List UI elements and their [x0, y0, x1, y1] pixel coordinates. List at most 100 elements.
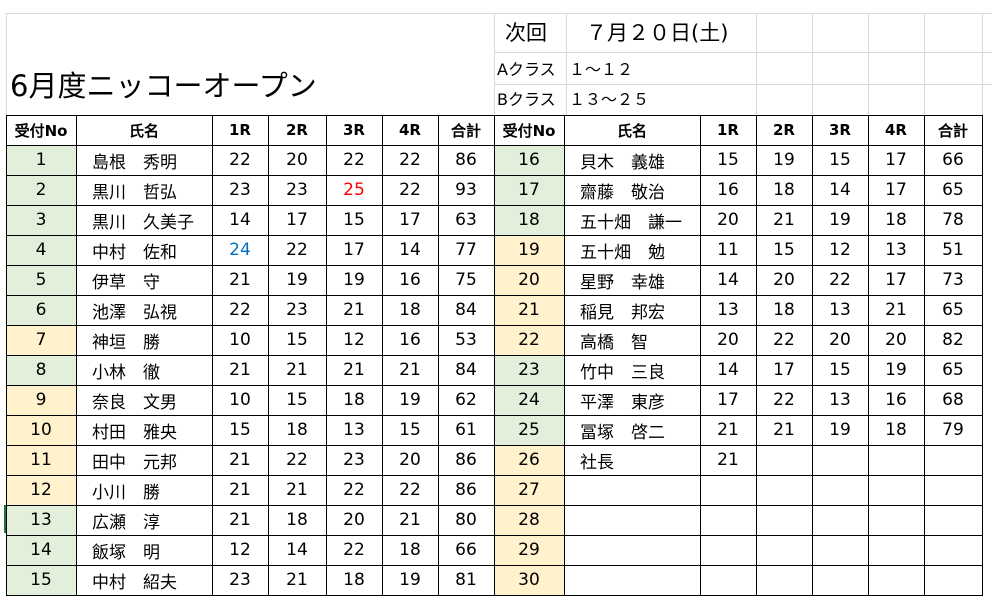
left-row-1-name[interactable]: 島根 秀明: [92, 152, 177, 173]
right-row-15-round2[interactable]: [756, 565, 812, 595]
left-row-3-round4[interactable]: 17: [399, 210, 421, 230]
left-row-9-round3[interactable]: 18: [343, 390, 365, 410]
header-receipt-no-left[interactable]: 受付No: [14, 121, 68, 140]
right-row-2-name[interactable]: 齋藤 敬治: [580, 182, 665, 203]
right-row-2-round3[interactable]: 14: [829, 180, 851, 200]
right-row-8-round1[interactable]: 14: [717, 360, 739, 380]
right-row-10-round3[interactable]: 19: [829, 420, 851, 440]
next-label[interactable]: 次回: [505, 21, 547, 45]
right-row-4-round2[interactable]: 15: [773, 240, 795, 260]
left-row-8-round2[interactable]: 21: [286, 360, 308, 380]
left-row-2-receipt-no[interactable]: 2: [6, 175, 76, 205]
left-row-13-name[interactable]: 広瀬 淳: [92, 512, 160, 533]
right-row-5-name[interactable]: 星野 幸雄: [580, 272, 665, 293]
right-row-11-total[interactable]: [924, 445, 982, 475]
left-row-15-round2[interactable]: 21: [286, 570, 308, 590]
right-row-13-round3[interactable]: [812, 505, 868, 535]
left-row-9-name[interactable]: 奈良 文男: [92, 392, 177, 413]
left-row-11-receipt-no[interactable]: 11: [6, 445, 76, 475]
right-row-12-round2[interactable]: [756, 475, 812, 505]
right-row-15-name[interactable]: [564, 565, 700, 595]
right-row-13-round4[interactable]: [868, 505, 924, 535]
right-row-2-round4[interactable]: 17: [885, 180, 907, 200]
right-row-1-round1[interactable]: 15: [717, 150, 739, 170]
right-row-7-name[interactable]: 高橋 智: [580, 332, 648, 353]
left-row-1-total[interactable]: 86: [455, 150, 477, 170]
left-row-8-round4[interactable]: 21: [399, 360, 421, 380]
left-row-7-total[interactable]: 53: [455, 330, 477, 350]
left-row-15-round3[interactable]: 18: [343, 570, 365, 590]
right-row-1-round2[interactable]: 19: [773, 150, 795, 170]
left-row-14-round2[interactable]: 14: [286, 540, 308, 560]
left-row-6-receipt-no[interactable]: 6: [6, 295, 76, 325]
right-row-8-round4[interactable]: 19: [885, 360, 907, 380]
left-row-2-round3[interactable]: 25: [343, 180, 365, 200]
left-row-2-round4[interactable]: 22: [399, 180, 421, 200]
right-row-10-round2[interactable]: 21: [773, 420, 795, 440]
right-row-10-total[interactable]: 79: [942, 420, 964, 440]
left-row-4-round1[interactable]: 24: [229, 240, 251, 260]
left-row-5-total[interactable]: 75: [455, 270, 477, 290]
left-row-10-round2[interactable]: 18: [286, 420, 308, 440]
left-row-9-receipt-no[interactable]: 9: [6, 385, 76, 415]
right-row-11-receipt-no[interactable]: 26: [494, 445, 564, 475]
left-row-14-receipt-no[interactable]: 14: [6, 535, 76, 565]
right-row-7-receipt-no[interactable]: 22: [494, 325, 564, 355]
right-row-3-round3[interactable]: 19: [829, 210, 851, 230]
left-row-3-round1[interactable]: 14: [229, 210, 251, 230]
header-round3-right[interactable]: 3R: [829, 121, 851, 139]
right-row-9-total[interactable]: 68: [942, 390, 964, 410]
right-row-3-round4[interactable]: 18: [885, 210, 907, 230]
next-date[interactable]: ７月２０日(土): [586, 21, 729, 45]
right-row-5-round4[interactable]: 17: [885, 270, 907, 290]
right-row-12-round4[interactable]: [868, 475, 924, 505]
right-row-5-round3[interactable]: 22: [829, 270, 851, 290]
header-name-right[interactable]: 氏名: [616, 121, 647, 140]
right-row-8-round2[interactable]: 17: [773, 360, 795, 380]
right-row-9-round1[interactable]: 17: [717, 390, 739, 410]
left-row-7-round3[interactable]: 12: [343, 330, 365, 350]
left-row-6-round2[interactable]: 23: [286, 300, 308, 320]
right-row-8-round3[interactable]: 15: [829, 360, 851, 380]
left-row-13-round2[interactable]: 18: [286, 510, 308, 530]
right-row-1-name[interactable]: 貝木 義雄: [580, 152, 665, 173]
left-row-2-name[interactable]: 黒川 哲弘: [92, 182, 177, 203]
right-row-9-round3[interactable]: 13: [829, 390, 851, 410]
right-row-14-round3[interactable]: [812, 535, 868, 565]
right-row-13-round1[interactable]: [700, 505, 756, 535]
right-row-12-name[interactable]: [564, 475, 700, 505]
left-row-15-round4[interactable]: 19: [399, 570, 421, 590]
left-row-15-round1[interactable]: 23: [229, 570, 251, 590]
right-row-1-total[interactable]: 66: [942, 150, 964, 170]
right-row-14-receipt-no[interactable]: 29: [494, 535, 564, 565]
left-row-10-receipt-no[interactable]: 10: [6, 415, 76, 445]
right-row-4-round3[interactable]: 12: [829, 240, 851, 260]
right-row-11-round2[interactable]: [756, 445, 812, 475]
left-row-1-round2[interactable]: 20: [286, 150, 308, 170]
header-total-right[interactable]: 合計: [937, 121, 968, 140]
left-row-2-round1[interactable]: 23: [229, 180, 251, 200]
left-row-7-name[interactable]: 神垣 勝: [92, 332, 160, 353]
left-row-3-round2[interactable]: 17: [286, 210, 308, 230]
right-row-5-receipt-no[interactable]: 20: [494, 265, 564, 295]
right-row-13-round2[interactable]: [756, 505, 812, 535]
left-row-4-name[interactable]: 中村 佐和: [92, 242, 177, 263]
right-row-7-total[interactable]: 82: [942, 330, 964, 350]
right-row-11-round3[interactable]: [812, 445, 868, 475]
left-row-9-round1[interactable]: 10: [229, 390, 251, 410]
right-row-15-round1[interactable]: [700, 565, 756, 595]
right-row-3-total[interactable]: 78: [942, 210, 964, 230]
left-row-8-round3[interactable]: 21: [343, 360, 365, 380]
right-row-4-round4[interactable]: 13: [885, 240, 907, 260]
right-row-4-name[interactable]: 五十畑 勉: [580, 242, 665, 263]
left-row-5-round3[interactable]: 19: [343, 270, 365, 290]
right-row-2-round2[interactable]: 18: [773, 180, 795, 200]
right-row-9-name[interactable]: 平澤 東彦: [580, 392, 665, 413]
left-row-8-total[interactable]: 84: [455, 360, 477, 380]
right-row-7-round3[interactable]: 20: [829, 330, 851, 350]
right-row-13-total[interactable]: [924, 505, 982, 535]
left-row-11-round3[interactable]: 23: [343, 450, 365, 470]
right-row-1-round3[interactable]: 15: [829, 150, 851, 170]
left-row-5-round2[interactable]: 19: [286, 270, 308, 290]
right-row-5-round2[interactable]: 20: [773, 270, 795, 290]
